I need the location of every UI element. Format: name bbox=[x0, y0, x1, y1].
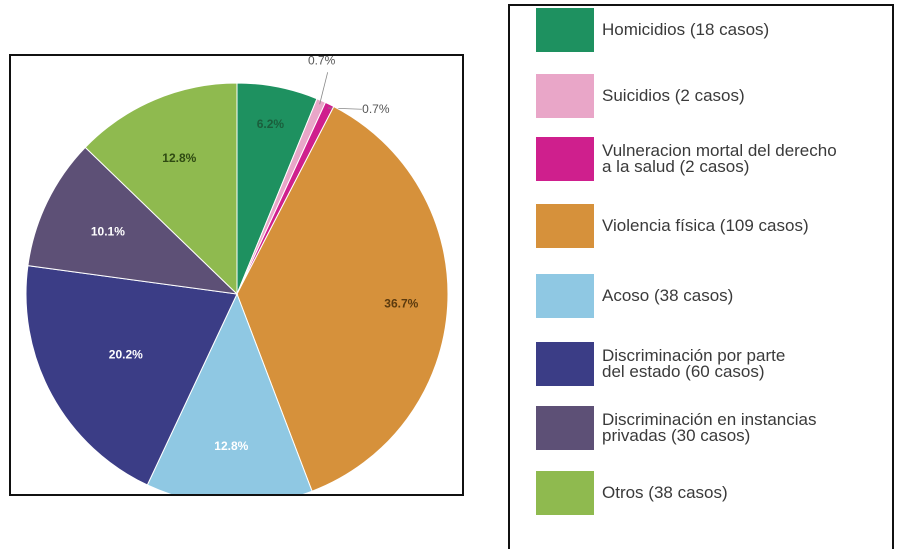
leader-line bbox=[319, 72, 329, 105]
legend-label: Otros (38 casos) bbox=[602, 483, 728, 502]
pie-slice-discriminacion-por-parte-del-estado bbox=[25, 265, 238, 486]
legend-item-discriminacion-privadas: Discriminación en instancias privadas (3… bbox=[510, 403, 892, 453]
legend-item-violencia-fisica: Violencia física (109 casos) bbox=[510, 201, 892, 251]
legend-swatch bbox=[536, 342, 594, 386]
slice-label-homicidios: 6.2% bbox=[257, 117, 285, 131]
legend-item-suicidios: Suicidios (2 casos) bbox=[510, 71, 892, 121]
legend-swatch bbox=[536, 8, 594, 52]
legend-label: Discriminación en instancias privadas (3… bbox=[602, 410, 817, 445]
legend-item-otros: Otros (38 casos) bbox=[510, 468, 892, 518]
legend-item-acoso: Acoso (38 casos) bbox=[510, 271, 892, 321]
legend-swatch bbox=[536, 204, 594, 248]
slice-label-otros: 12.8% bbox=[162, 151, 196, 165]
legend-item-discriminacion-estado: Discriminación por parte del estado (60 … bbox=[510, 339, 892, 389]
slice-label-discriminacion-en-instancias-privadas: 10.1% bbox=[91, 224, 125, 238]
pie-chart: 6.2% 0.7% 0.7% 36.7% 12.8% 20.2% 10.1% 12.8% bbox=[25, 56, 449, 494]
legend-swatch bbox=[536, 74, 594, 118]
legend-label: Suicidios (2 casos) bbox=[602, 86, 745, 105]
legend-label: Violencia física (109 casos) bbox=[602, 216, 809, 235]
pie-slice-discriminacion-en-instancias-privadas bbox=[27, 146, 239, 295]
legend: Homicidios (18 casos) Suicidios (2 casos… bbox=[508, 4, 894, 549]
legend-swatch bbox=[536, 471, 594, 515]
slice-label-suicidios: 0.7% bbox=[308, 56, 336, 67]
legend-item-vulneracion-mortal: Vulneracion mortal del derecho a la salu… bbox=[510, 134, 892, 184]
legend-item-homicidios: Homicidios (18 casos) bbox=[510, 5, 892, 55]
pie-slice-otros bbox=[84, 82, 238, 296]
legend-label: Homicidios (18 casos) bbox=[602, 20, 770, 39]
pie-chart-frame: 6.2% 0.7% 0.7% 36.7% 12.8% 20.2% 10.1% 12.8% bbox=[9, 54, 464, 496]
legend-swatch bbox=[536, 137, 594, 181]
pie-slice-violencia-fisica bbox=[236, 105, 449, 492]
slice-label-discriminacion-por-parte-del-estado: 20.2% bbox=[109, 348, 143, 362]
pie-slice-acoso bbox=[146, 292, 313, 494]
legend-label: Acoso (38 casos) bbox=[602, 286, 734, 305]
legend-label: Discriminación por parte del estado (60 … bbox=[602, 346, 786, 381]
legend-label: Vulneracion mortal del derecho a la salu… bbox=[602, 141, 837, 176]
slice-label-violencia-fisica: 36.7% bbox=[384, 296, 418, 310]
slice-label-acoso: 12.8% bbox=[214, 439, 248, 453]
slice-label-vulneracion-mortal-del-derecho-a-la-salud: 0.7% bbox=[362, 102, 390, 116]
legend-swatch bbox=[536, 274, 594, 318]
legend-swatch bbox=[536, 406, 594, 450]
